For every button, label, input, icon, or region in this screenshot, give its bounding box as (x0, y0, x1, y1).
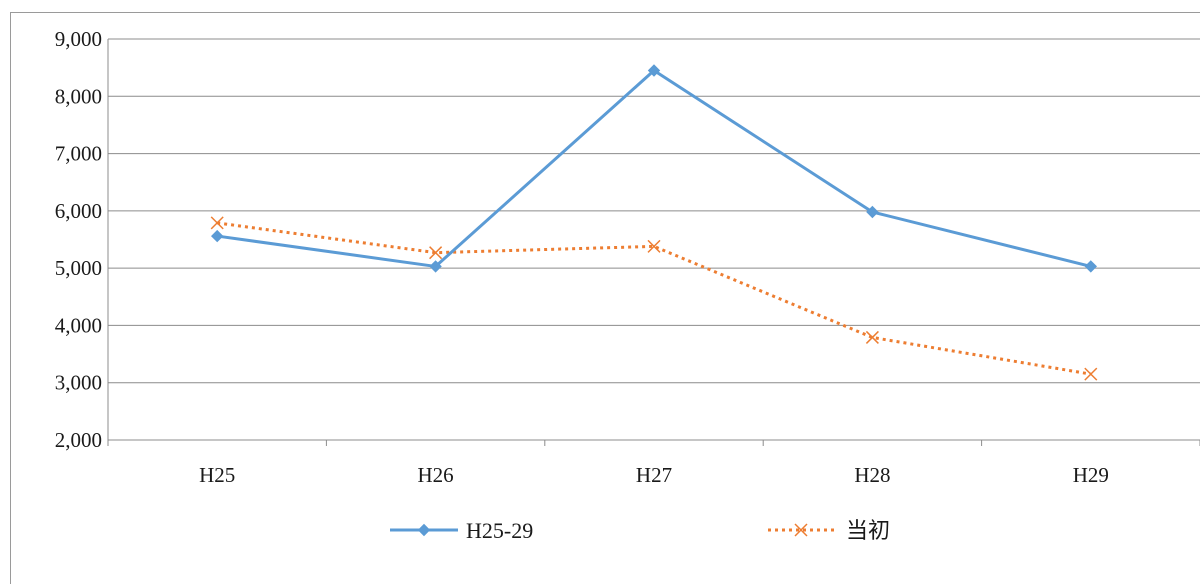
x-tick-label: H28 (854, 463, 890, 487)
y-tick-label: 4,000 (55, 313, 102, 337)
x-tick-label: H26 (418, 463, 454, 487)
series-line-1 (216, 221, 1092, 376)
y-tick-label: 2,000 (55, 428, 102, 452)
y-tick-label: 3,000 (55, 371, 102, 395)
y-tick-label: 7,000 (55, 142, 102, 166)
series-0-point (1084, 260, 1098, 273)
legend-label: 当初 (846, 518, 890, 543)
series-0-point (429, 260, 442, 273)
series-1-point (865, 330, 879, 344)
series-0-point (866, 205, 879, 219)
series-0-point (210, 229, 224, 243)
chart-frame (10, 12, 1200, 584)
y-tick-label: 5,000 (55, 256, 102, 280)
legend-label: H25-29 (466, 518, 533, 543)
series-1-point (647, 239, 661, 253)
series-0-point (647, 64, 661, 77)
x-tick-label: H29 (1073, 463, 1109, 487)
y-tick-label: 9,000 (55, 27, 102, 51)
legend-marker-0 (417, 523, 431, 537)
x-tick-label: H27 (636, 463, 672, 487)
x-tick-label: H25 (199, 463, 235, 487)
y-tick-label: 6,000 (55, 199, 102, 223)
series-1-point (1084, 367, 1098, 381)
series-1-point (210, 216, 224, 230)
y-tick-label: 8,000 (55, 84, 102, 108)
legend-marker-1 (794, 523, 808, 537)
series-line-0 (216, 69, 1092, 268)
series-1-point (429, 246, 443, 260)
